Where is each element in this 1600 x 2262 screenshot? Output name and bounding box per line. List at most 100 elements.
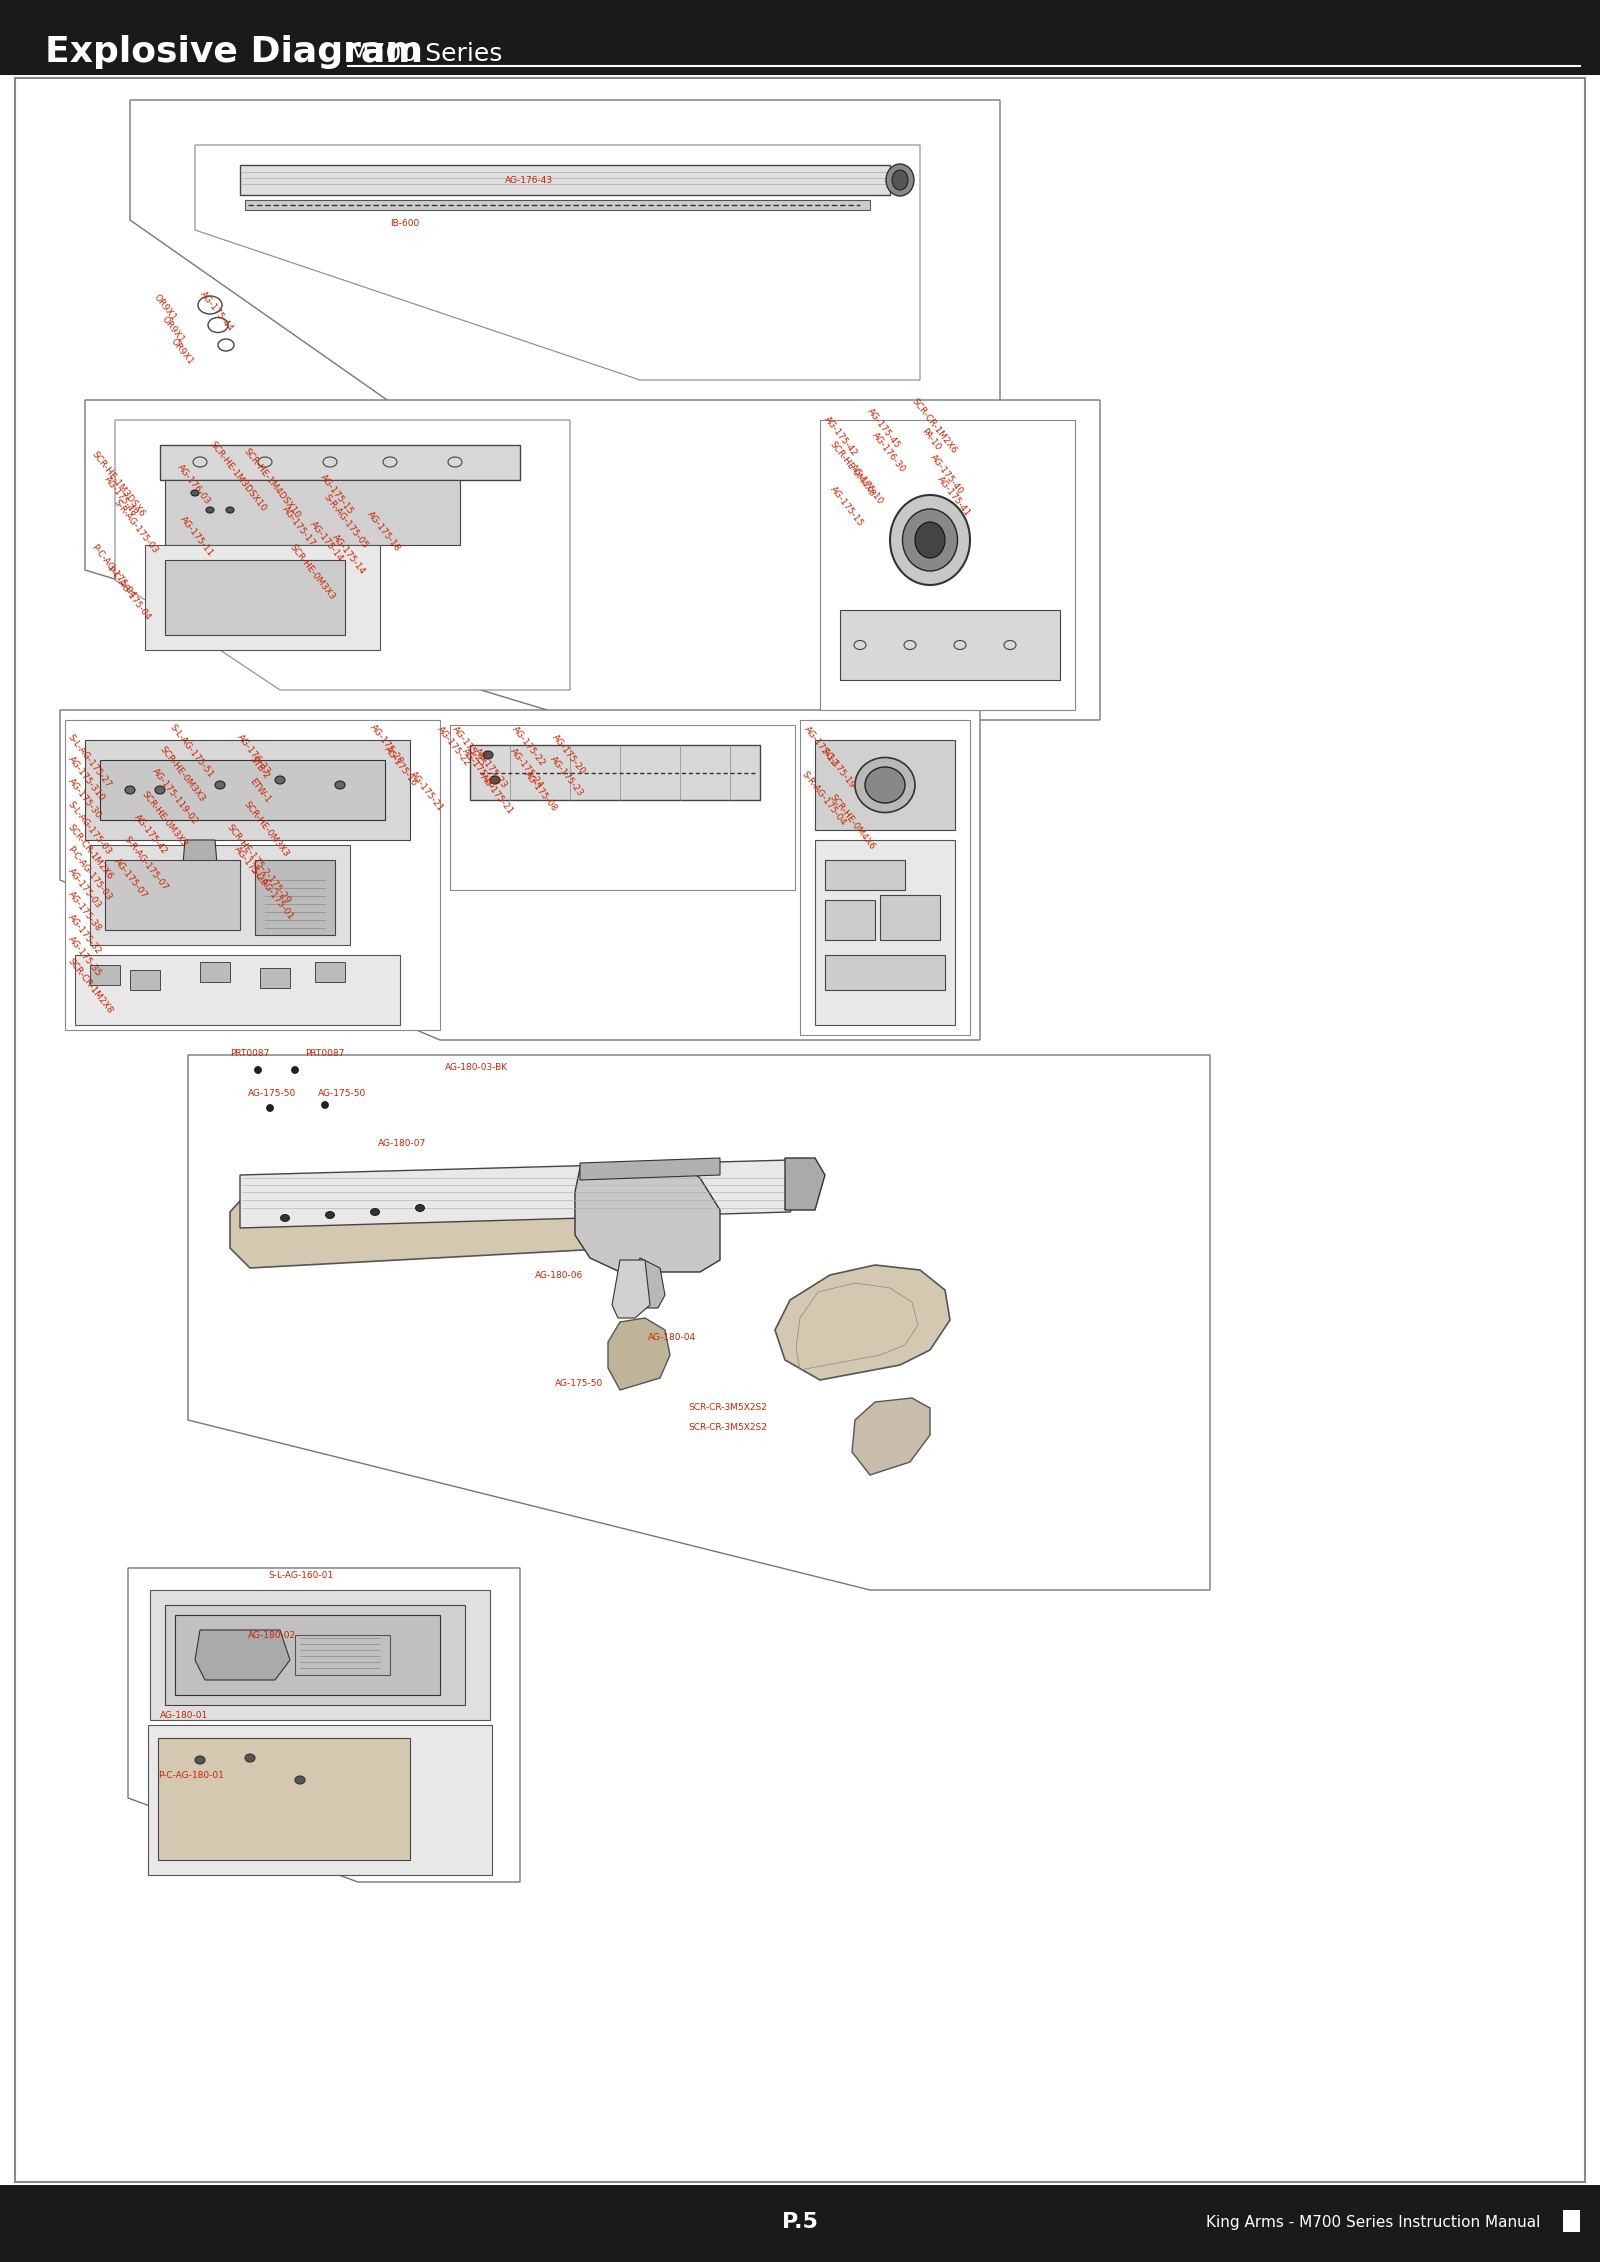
Text: M700 Series: M700 Series — [349, 43, 502, 66]
Ellipse shape — [854, 758, 915, 812]
Text: SCR-HE-1M3DSX10: SCR-HE-1M3DSX10 — [208, 439, 269, 513]
Polygon shape — [14, 77, 1586, 2183]
Polygon shape — [61, 710, 979, 1041]
Text: AG-175-23: AG-175-23 — [472, 746, 509, 789]
Polygon shape — [0, 0, 1600, 75]
Text: SCR-HE-175-2-175-29: SCR-HE-175-2-175-29 — [226, 823, 293, 905]
Text: AG-175-22: AG-175-22 — [435, 724, 472, 767]
Polygon shape — [75, 955, 400, 1025]
Polygon shape — [90, 846, 350, 946]
Polygon shape — [165, 480, 461, 545]
Ellipse shape — [291, 1065, 299, 1074]
Text: P-C-AG-175-04: P-C-AG-175-04 — [90, 543, 138, 599]
Text: STB-2: STB-2 — [248, 756, 270, 780]
Polygon shape — [200, 961, 230, 982]
Ellipse shape — [886, 165, 914, 197]
Ellipse shape — [190, 491, 198, 495]
Polygon shape — [826, 955, 946, 991]
Text: S-R-AG-175-03: S-R-AG-175-03 — [112, 498, 160, 554]
Text: AG-180-07: AG-180-07 — [378, 1140, 426, 1149]
Ellipse shape — [490, 776, 499, 785]
Text: AG-175-11: AG-175-11 — [178, 513, 214, 559]
Ellipse shape — [416, 1203, 424, 1212]
Ellipse shape — [275, 776, 285, 785]
Text: King Arms - M700 Series Instruction Manual: King Arms - M700 Series Instruction Manu… — [1206, 2214, 1539, 2230]
Text: P.5: P.5 — [782, 2212, 818, 2233]
Ellipse shape — [334, 780, 346, 789]
Ellipse shape — [267, 1104, 274, 1111]
Polygon shape — [826, 900, 875, 941]
Polygon shape — [174, 1615, 440, 1694]
Text: AG-180-01: AG-180-01 — [160, 1710, 208, 1719]
Text: AG-175-21: AG-175-21 — [408, 769, 445, 812]
Text: S-L-AG-160-01: S-L-AG-160-01 — [269, 1572, 333, 1579]
Polygon shape — [608, 1319, 670, 1391]
Text: AG-175-20: AG-175-20 — [368, 722, 405, 767]
Text: AG-175-25: AG-175-25 — [450, 724, 486, 767]
Polygon shape — [106, 860, 240, 930]
Ellipse shape — [294, 1776, 306, 1785]
Polygon shape — [880, 896, 941, 941]
Text: SCR-HE-0M3X3: SCR-HE-0M3X3 — [158, 744, 206, 803]
Polygon shape — [85, 400, 1101, 719]
Text: SCR-HE-0M3X3: SCR-HE-0M3X3 — [288, 543, 338, 602]
Text: Explosive Diagram: Explosive Diagram — [45, 34, 422, 70]
Text: AG-180-06: AG-180-06 — [534, 1271, 584, 1280]
Ellipse shape — [915, 523, 946, 559]
Text: AG-175-14: AG-175-14 — [330, 532, 366, 577]
Text: AG-176-43: AG-176-43 — [506, 176, 554, 185]
Polygon shape — [128, 1568, 520, 1882]
Ellipse shape — [195, 1755, 205, 1764]
Text: AG-175-119-02: AG-175-119-02 — [150, 767, 200, 826]
Polygon shape — [158, 1737, 410, 1859]
Text: AG-175-29: AG-175-29 — [232, 844, 269, 889]
Text: SCR-HE-0M3X3: SCR-HE-0M3X3 — [141, 789, 189, 848]
Text: AG-175-32: AG-175-32 — [66, 912, 102, 957]
Text: AG-175-50: AG-175-50 — [248, 1088, 296, 1097]
Text: AG-175-22: AG-175-22 — [510, 724, 547, 767]
Polygon shape — [1563, 2210, 1581, 2233]
Text: AG-175-03: AG-175-03 — [66, 866, 102, 909]
Text: S-L-AG-175-01: S-L-AG-175-01 — [248, 864, 294, 921]
Text: OR9X1: OR9X1 — [160, 314, 186, 344]
Polygon shape — [579, 1158, 720, 1181]
Polygon shape — [195, 1631, 290, 1681]
Text: AG-175-15: AG-175-15 — [318, 473, 355, 516]
Polygon shape — [195, 145, 920, 380]
Text: PRT0087: PRT0087 — [230, 1050, 269, 1059]
Polygon shape — [245, 199, 870, 210]
Polygon shape — [851, 1398, 930, 1475]
Text: AG-175-50: AG-175-50 — [555, 1380, 603, 1389]
Text: AG-180-03-BK: AG-180-03-BK — [445, 1063, 509, 1072]
Text: S-L-AG-175-51: S-L-AG-175-51 — [168, 722, 214, 780]
Text: OR9X1: OR9X1 — [152, 292, 178, 321]
Text: AG-175-20: AG-175-20 — [550, 733, 587, 776]
Text: AG-175-15: AG-175-15 — [829, 484, 864, 527]
Text: SCR-CR-3M5X2S2: SCR-CR-3M5X2S2 — [688, 1423, 766, 1432]
Polygon shape — [315, 961, 346, 982]
Text: SCR-CR-3M5X2S2: SCR-CR-3M5X2S2 — [688, 1402, 766, 1411]
Text: AG-175-21: AG-175-21 — [478, 771, 515, 817]
Text: S-R-AG-175-04: S-R-AG-175-04 — [800, 769, 848, 828]
Polygon shape — [85, 740, 410, 839]
Text: AG-176-03: AG-176-03 — [174, 461, 211, 507]
Ellipse shape — [866, 767, 906, 803]
Ellipse shape — [280, 1215, 290, 1221]
Ellipse shape — [893, 170, 909, 190]
Polygon shape — [130, 100, 1000, 430]
Polygon shape — [66, 719, 440, 1029]
Polygon shape — [800, 719, 970, 1036]
Polygon shape — [254, 860, 334, 934]
Polygon shape — [240, 1160, 800, 1228]
Text: AG-175-42: AG-175-42 — [822, 414, 859, 457]
Text: P-C-AG-175-03: P-C-AG-175-03 — [66, 844, 114, 903]
Text: SCR-HE-1M4DSX10: SCR-HE-1M4DSX10 — [242, 446, 302, 520]
Ellipse shape — [226, 507, 234, 513]
Text: ETW-1: ETW-1 — [248, 776, 272, 805]
Text: AG-176-33: AG-176-33 — [235, 733, 272, 776]
Ellipse shape — [254, 1065, 261, 1074]
Text: AG-175-18: AG-175-18 — [365, 509, 402, 552]
Polygon shape — [150, 1590, 490, 1719]
Text: AG-180-02: AG-180-02 — [248, 1631, 296, 1640]
Text: AG-175-10: AG-175-10 — [848, 461, 885, 507]
